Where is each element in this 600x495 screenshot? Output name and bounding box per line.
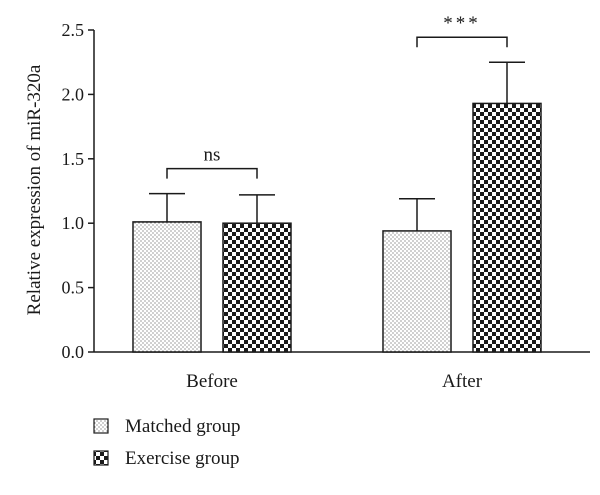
significance-label-before: ns (204, 145, 221, 166)
y-tick-label: 1.0 (62, 213, 85, 233)
significance-label-after: *** (443, 13, 481, 34)
legend-label-matched: Matched group (125, 416, 241, 437)
bar-matched-group-after (382, 230, 452, 353)
significance-bracket-before (166, 167, 258, 179)
legend: Matched group Exercise group (93, 416, 241, 469)
y-tick-label: 2.0 (62, 84, 85, 104)
significance-annotations: ns *** (166, 13, 508, 179)
category-label-after: After (442, 371, 483, 392)
y-tick-label: 0.0 (62, 342, 85, 362)
y-tick-label: 1.5 (62, 149, 85, 169)
bar-exercise-group-after (472, 102, 542, 353)
bars (132, 61, 542, 353)
bar-exercise-group-before (222, 222, 292, 353)
significance-bracket-after (416, 36, 508, 48)
y-tick-label: 0.5 (62, 278, 85, 298)
y-tick-label: 2.5 (62, 20, 85, 40)
category-label-before: Before (186, 371, 238, 392)
bar-matched-group-before (132, 221, 202, 353)
y-axis-ticks: 0.0 0.5 1.0 1.5 2.0 2.5 (62, 20, 94, 362)
legend-swatch-exercise (93, 450, 109, 466)
legend-label-exercise: Exercise group (125, 448, 239, 469)
legend-swatch-matched (93, 418, 109, 434)
y-axis-title: Relative expression of miR-320a (24, 64, 45, 315)
